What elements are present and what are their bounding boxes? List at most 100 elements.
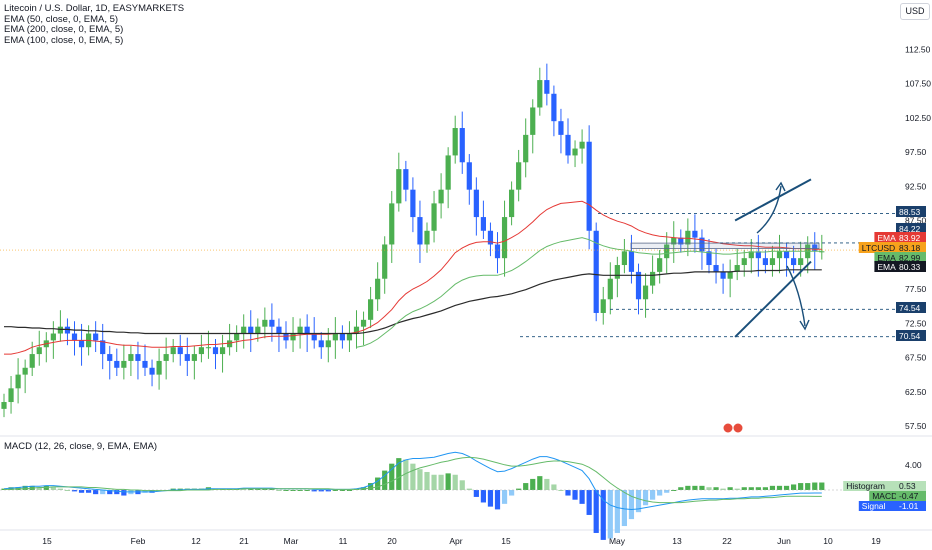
breakdown-down-arrow xyxy=(786,265,806,327)
candle-body xyxy=(783,251,790,259)
candle-body xyxy=(410,189,416,218)
candle-body xyxy=(93,333,99,341)
histogram-bar xyxy=(318,490,324,492)
histogram-bar xyxy=(783,485,790,490)
candle-body xyxy=(501,217,508,259)
candle-body xyxy=(1,402,7,409)
candle-body xyxy=(15,374,21,389)
histogram-bar xyxy=(452,474,458,490)
histogram-bar xyxy=(262,488,268,490)
legend-symbol: Litecoin / U.S. Dollar, 1D, EASYMARKETS xyxy=(4,3,185,14)
legend-ema-200: EMA (200, close, 0, EMA, 5) xyxy=(4,24,124,35)
histogram-bar xyxy=(530,478,536,490)
histogram-bar xyxy=(501,490,508,504)
candle-body xyxy=(184,354,190,361)
candle-body xyxy=(290,333,296,341)
price-tag-value: 83.18 xyxy=(899,243,921,253)
candle-body xyxy=(78,340,85,348)
candle-body xyxy=(565,134,571,156)
macd-tag-value: 0.53 xyxy=(899,481,916,491)
candle-body xyxy=(234,333,240,341)
price-tag-value: 82.99 xyxy=(899,253,921,263)
price-tag-label-bg xyxy=(874,261,896,272)
price-tag-value: 84.22 xyxy=(899,224,921,234)
candle-body xyxy=(276,326,282,334)
histogram-bar xyxy=(241,488,247,490)
histogram-bar xyxy=(544,478,550,490)
event-flag-icon xyxy=(732,422,744,434)
histogram-bar xyxy=(628,490,635,520)
currency-button[interactable]: USD xyxy=(900,3,930,20)
macd-tag-label: Signal xyxy=(862,501,886,511)
histogram-bar xyxy=(706,487,712,490)
histogram-bar xyxy=(177,488,183,490)
candle-body xyxy=(628,251,635,272)
candle-body xyxy=(170,347,176,355)
candle-body xyxy=(360,319,367,327)
price-tag-bg xyxy=(896,252,926,263)
histogram-bar xyxy=(396,458,402,490)
candle-body xyxy=(297,326,303,334)
candle-body xyxy=(530,107,536,135)
histogram-bar xyxy=(71,490,78,492)
candle-body xyxy=(332,333,338,341)
channel-upper-line xyxy=(734,178,812,222)
price-tag-bg xyxy=(896,206,926,217)
macd-tag-bg xyxy=(896,481,926,491)
histogram-bar xyxy=(339,490,345,491)
candle-body xyxy=(685,230,691,245)
price-tag-bg xyxy=(896,232,926,243)
candle-body xyxy=(671,237,677,245)
histogram-bar xyxy=(769,485,776,490)
histogram-bar xyxy=(819,482,825,490)
candle-body xyxy=(558,121,564,135)
histogram-bar xyxy=(248,488,254,490)
price-tag-value: 88.53 xyxy=(899,207,921,217)
time-axis-tick: 15 xyxy=(501,536,511,546)
histogram-bar xyxy=(410,463,416,490)
histogram-bar xyxy=(36,487,42,490)
histogram-bar xyxy=(325,490,331,492)
macd-tag-value: -0.47 xyxy=(899,491,919,501)
histogram-bar xyxy=(692,485,698,490)
candle-body xyxy=(128,354,134,361)
candle-body xyxy=(657,258,663,272)
price-tag-bg xyxy=(896,302,926,313)
histogram-bar xyxy=(607,490,613,539)
candle-body xyxy=(544,80,550,94)
candle-body xyxy=(57,326,63,334)
candle-body xyxy=(755,251,761,259)
time-axis-tick: 10 xyxy=(823,536,833,546)
candle-body xyxy=(100,340,106,355)
macd-tag-label-bg xyxy=(869,491,896,501)
candle-body xyxy=(607,278,613,300)
candle-body xyxy=(692,230,698,238)
candle-body xyxy=(523,134,529,163)
candle-body xyxy=(438,189,444,204)
candle-body xyxy=(417,217,423,245)
histogram-bar xyxy=(509,490,515,496)
candle-body xyxy=(191,354,197,361)
histogram-bar xyxy=(8,487,14,490)
histogram-bar xyxy=(516,488,522,490)
candle-body xyxy=(114,360,120,368)
candle-body xyxy=(748,251,754,259)
candle-body xyxy=(396,169,402,204)
candle-body xyxy=(269,319,275,327)
time-axis-tick: 11 xyxy=(339,536,348,546)
histogram-bar xyxy=(805,483,811,490)
candle-body xyxy=(64,326,71,334)
histogram-bar xyxy=(170,488,176,490)
candle-body xyxy=(572,148,578,156)
candle-body xyxy=(389,203,395,245)
price-axis-tick: 87.50 xyxy=(905,216,927,226)
candle-body xyxy=(791,258,797,266)
histogram-bar xyxy=(480,490,486,503)
candle-body xyxy=(29,354,35,368)
histogram-bar xyxy=(657,490,663,496)
price-tag-label-bg xyxy=(874,252,896,263)
candle-body xyxy=(431,203,437,231)
candle-body xyxy=(706,251,712,266)
time-axis-tick: 15 xyxy=(42,536,52,546)
